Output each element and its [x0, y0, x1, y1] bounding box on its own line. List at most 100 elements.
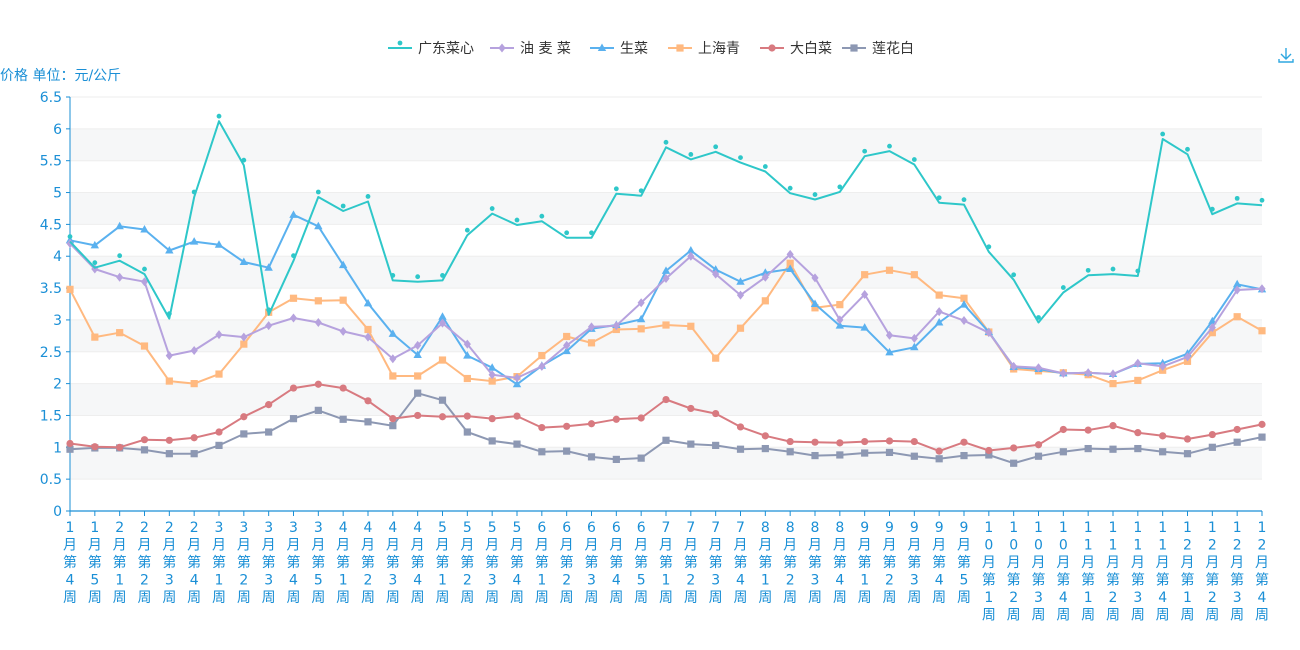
data-point: [66, 439, 74, 448]
data-point: [768, 44, 776, 52]
data-point: [662, 321, 670, 329]
data-point: [637, 298, 645, 308]
data-point: [835, 321, 845, 329]
series-line: [69, 120, 1263, 324]
data-point: [1034, 452, 1043, 460]
data-point: [513, 440, 521, 448]
grid-bands: [70, 128, 1262, 480]
x-tick-label: 1 0 月第 3 周: [1032, 520, 1046, 624]
data-point: [959, 300, 969, 308]
data-point: [687, 322, 695, 330]
data-point: [92, 260, 98, 266]
legend-label: 广东菜心: [418, 41, 474, 57]
data-point: [885, 330, 894, 340]
data-point: [563, 447, 571, 455]
y-tick-label: 3.5: [40, 281, 62, 297]
data-point: [861, 437, 869, 446]
x-tick-label: 5 月第 3 周: [485, 520, 499, 606]
data-point: [463, 339, 471, 349]
data-point: [1134, 444, 1142, 453]
data-point: [860, 323, 869, 331]
data-point: [960, 438, 968, 446]
data-point: [340, 203, 346, 209]
data-point: [91, 443, 99, 451]
data-point: [985, 451, 993, 459]
download-icon[interactable]: [1276, 44, 1296, 64]
data-point: [936, 195, 942, 201]
x-tick-label: 9 月第 3 周: [907, 520, 921, 606]
data-point: [488, 437, 496, 445]
data-point: [414, 389, 422, 397]
series-line: [69, 213, 1263, 386]
data-point: [214, 240, 224, 248]
data-point: [686, 245, 696, 254]
data-point: [339, 296, 347, 304]
data-point: [861, 289, 869, 299]
data-point: [438, 413, 447, 421]
data-point: [1208, 316, 1217, 325]
x-tick-label: 1 月第 5 周: [88, 520, 102, 606]
x-tick-label: 8 月第 4 周: [833, 520, 847, 606]
data-point: [638, 188, 644, 194]
data-point: [612, 415, 620, 423]
data-point: [389, 415, 397, 423]
data-point: [512, 379, 522, 388]
x-tick-label: 9 月第 4 周: [932, 520, 946, 606]
data-point: [1159, 361, 1167, 371]
data-point: [910, 437, 918, 446]
data-point: [935, 307, 943, 317]
data-point: [935, 455, 943, 463]
data-point: [935, 447, 943, 455]
data-point: [1134, 376, 1142, 385]
series-4: [66, 380, 1266, 455]
data-point: [140, 277, 149, 287]
data-point: [289, 384, 298, 392]
data-point: [67, 234, 73, 239]
data-point: [1258, 327, 1266, 335]
data-point: [489, 206, 495, 211]
data-point: [1109, 380, 1117, 388]
data-point: [463, 428, 471, 436]
data-point: [117, 253, 123, 259]
data-point: [563, 422, 571, 430]
data-point: [563, 340, 571, 350]
data-point: [240, 413, 248, 421]
data-point: [1084, 426, 1092, 434]
data-point: [1109, 422, 1117, 430]
data-point: [736, 445, 745, 453]
x-tick-label: 3 月第 1 周: [212, 520, 226, 606]
x-tick-label: 1 0 月第 4 周: [1056, 520, 1070, 624]
data-point: [266, 307, 272, 313]
data-point: [637, 325, 645, 333]
data-point: [738, 155, 743, 161]
data-point: [688, 152, 694, 157]
data-point: [985, 328, 993, 338]
data-point: [289, 210, 298, 218]
data-point: [142, 266, 147, 272]
data-point: [487, 363, 497, 371]
data-point: [488, 377, 496, 385]
data-point: [986, 244, 992, 250]
data-point: [612, 321, 620, 331]
data-point: [1258, 284, 1266, 294]
y-tick-label: 5.5: [40, 154, 62, 170]
data-point: [414, 411, 422, 420]
data-point: [1185, 146, 1190, 152]
data-point: [761, 432, 769, 440]
data-point: [538, 351, 546, 360]
data-point: [488, 370, 496, 380]
data-point: [960, 294, 968, 302]
data-point: [786, 437, 794, 446]
data-point: [1059, 448, 1067, 456]
data-point: [1085, 267, 1091, 273]
x-tick-label: 2 月第 3 周: [162, 520, 176, 606]
data-point: [190, 380, 198, 388]
x-tick-label: 3 月第 5 周: [311, 520, 325, 606]
y-axis-label: 价格 单位：元/公斤: [0, 68, 121, 84]
data-point: [787, 185, 793, 191]
data-point: [216, 113, 222, 119]
data-point: [1258, 433, 1266, 441]
data-point: [811, 451, 819, 460]
data-point: [339, 326, 347, 336]
data-point: [1011, 272, 1017, 278]
